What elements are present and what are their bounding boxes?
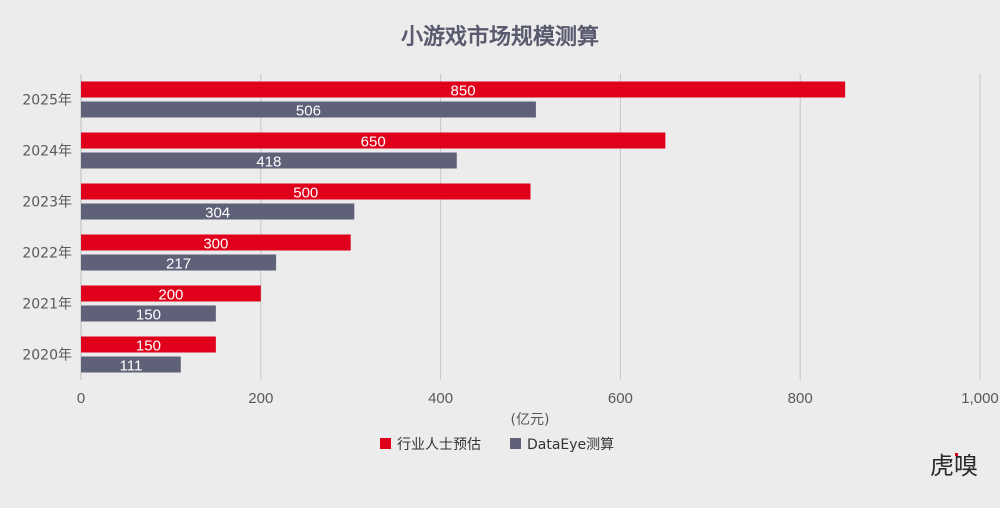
- bar: [81, 305, 216, 322]
- category-labels: 2025年 2024年 2023年 2022年 2021年 2020年: [22, 93, 72, 364]
- x-tick-label: 600: [608, 390, 633, 407]
- bar: [81, 101, 536, 118]
- data-label: 150: [136, 307, 161, 324]
- data-label: 150: [136, 338, 161, 355]
- x-tick-label: 400: [428, 390, 453, 407]
- bar: [81, 285, 261, 302]
- category-label: 2022年: [22, 246, 72, 262]
- category-label: 2025年: [22, 93, 72, 109]
- bar: [81, 152, 457, 169]
- bar: [81, 203, 355, 220]
- x-tick-label: 200: [248, 390, 273, 407]
- data-label: 418: [256, 154, 281, 171]
- legend-label: DataEye测算: [527, 437, 614, 453]
- legend-label: 行业人士预估: [397, 437, 481, 453]
- gridlines: [80, 74, 981, 380]
- data-label: 850: [451, 83, 476, 100]
- data-label: 300: [203, 236, 228, 253]
- data-label: 506: [296, 103, 321, 120]
- bar: [81, 254, 277, 271]
- bar: [81, 132, 666, 149]
- x-tick-label: 1,000: [961, 390, 999, 407]
- category-label: 2021年: [22, 297, 72, 313]
- x-tick-label: 0: [77, 390, 85, 407]
- x-tick-label: 800: [788, 390, 813, 407]
- x-axis-label: (亿元): [511, 412, 550, 428]
- legend: 行业人士预估 DataEye测算: [380, 437, 614, 453]
- huxiu-logo: 虎嗅: [930, 452, 978, 480]
- x-tick-labels: 0 200 400 600 800 1,000: [77, 390, 999, 407]
- data-label: 500: [293, 185, 318, 202]
- data-label: 304: [205, 205, 230, 222]
- bar: [81, 183, 531, 200]
- chart-title: 小游戏市场规模测算: [401, 24, 599, 50]
- bar: [81, 234, 351, 251]
- bar: [81, 81, 846, 98]
- data-label: 111: [119, 358, 142, 375]
- bar: [81, 356, 181, 373]
- legend-swatch: [510, 438, 521, 449]
- bars: 850 506 650 418 500 304 300 217 200 150 150 111: [81, 81, 846, 375]
- category-label: 2020年: [22, 348, 72, 364]
- data-label: 200: [158, 287, 183, 304]
- data-label: 650: [361, 134, 386, 151]
- bar: [81, 336, 216, 353]
- category-label: 2024年: [22, 144, 72, 160]
- logo-dot: [955, 453, 958, 456]
- data-label: 217: [166, 256, 191, 273]
- legend-swatch: [380, 438, 391, 449]
- category-label: 2023年: [22, 195, 72, 211]
